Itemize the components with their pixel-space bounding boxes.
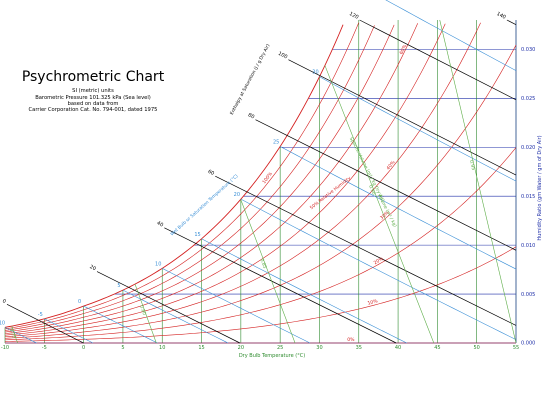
wet-bulb-label: 5	[117, 283, 120, 289]
enthalpy-label: 140	[495, 11, 506, 21]
wet-bulb-line	[44, 318, 94, 344]
y-tick-label: 0.020	[521, 145, 535, 151]
wet-bulb-label: -10	[0, 320, 5, 326]
y-tick-label: 0.030	[521, 47, 535, 53]
enthalpy-label: 80	[247, 112, 255, 120]
wet-bulb-label: 15	[194, 232, 200, 238]
wet-bulb-line	[162, 268, 311, 344]
enthalpy-label: 60	[207, 169, 215, 177]
rh-label: 40%	[385, 159, 397, 171]
wet-bulb-label: 20	[234, 192, 240, 198]
x-tick-label: 15	[198, 345, 204, 351]
y-tick-label: 0.015	[521, 194, 535, 200]
x-tick-label: 45	[434, 345, 440, 351]
x-tick-label: 5	[121, 345, 124, 351]
saturation-curve	[4, 24, 344, 328]
enthalpy-label: 100	[277, 51, 288, 61]
x-tick-label: 55	[513, 345, 519, 351]
enthalpy-line	[164, 227, 397, 344]
specific-volume-line	[134, 284, 157, 344]
specific-volume-label: 0.75	[8, 328, 17, 340]
chart-labels: 0.000 0.005 0.010 0.015 0.020 0.025 0.030 -10 -5…	[0, 11, 535, 351]
rh-label: 30%	[379, 210, 391, 222]
chart-title: Psychrometric Chart	[22, 69, 165, 85]
wet-bulb-line	[280, 146, 517, 270]
enthalpy-label: 20	[88, 264, 96, 272]
y-tick-label: 0.025	[521, 96, 535, 102]
rh-line	[4, 44, 517, 339]
enthalpy-line	[255, 119, 517, 251]
rh-line	[4, 25, 375, 331]
y-tick-label: 0.000	[521, 341, 535, 347]
y-tick-label: 0.010	[521, 243, 535, 249]
specific-volume-label: 0.85	[258, 258, 267, 270]
specific-volume-label: 0.95	[468, 159, 476, 170]
enthalpy-line	[96, 271, 241, 344]
x-tick-label: -10	[1, 345, 9, 351]
x-tick-label: 30	[316, 345, 322, 351]
rh-line	[4, 246, 517, 342]
rh-label: 0%	[347, 337, 355, 343]
y-tick-label: 0.005	[521, 292, 535, 298]
rh-axis-label: 50% Relative Humidity	[309, 175, 353, 211]
wet-bulb-line	[83, 305, 158, 344]
subtitle-line-2: Barometric Pressure 101.325 kPa (Sea lev…	[35, 95, 151, 101]
wet-bulb-line	[201, 238, 407, 344]
rh-label: 20%	[373, 256, 385, 266]
specific-volume-line	[439, 19, 517, 344]
subtitle-line-4: Carrier Corporation Cat. No. 794-001, da…	[29, 107, 158, 113]
wet-bulb-axis-label: Wet Bulb or Saturation Temperature (°C)	[169, 173, 239, 237]
subtitle-line-3: based on data from	[68, 101, 119, 107]
wet-bulb-label: 10	[155, 261, 161, 267]
rh-label: 10%	[367, 298, 379, 307]
x-tick-label: 25	[277, 345, 283, 351]
x-tick-label: 50	[474, 345, 480, 351]
rh-line	[4, 22, 360, 330]
enthalpy-label: 120	[348, 11, 359, 21]
wet-bulb-line	[319, 76, 517, 182]
rh-line	[4, 23, 446, 336]
rh-label: 60%	[399, 43, 409, 55]
x-tick-label: 40	[395, 345, 401, 351]
enthalpy-label: 40	[156, 220, 164, 228]
x-axis-label: Dry Bulb Temperature (°C)	[239, 353, 305, 359]
x-tick-label: 10	[159, 345, 165, 351]
wet-bulb-line	[122, 289, 229, 344]
wet-bulb-line	[4, 327, 37, 344]
subtitle-line-1: SI (metric) units	[72, 88, 114, 94]
wet-bulb-line	[240, 198, 517, 340]
enthalpy-line	[506, 19, 517, 25]
enthalpy-axis-label: Enthalpy at Saturation (J / g Dry Air)	[229, 43, 272, 116]
x-tick-label: 20	[238, 345, 244, 351]
wet-bulb-line	[385, 0, 517, 71]
rh-line	[4, 22, 481, 338]
specific-volume-label: 0.80	[138, 304, 147, 316]
wet-bulb-label: -5	[38, 312, 43, 318]
wet-bulb-label: 30	[312, 70, 318, 76]
specific-volume-line	[11, 326, 18, 344]
rh-line	[4, 147, 517, 341]
x-tick-label: -5	[42, 345, 47, 351]
enthalpy-line	[6, 304, 84, 344]
enthalpy-label: 0	[1, 298, 7, 305]
chart-lines	[4, 0, 517, 344]
rh-line	[4, 23, 419, 334]
enthalpy-line	[359, 19, 517, 101]
enthalpy-line	[288, 59, 517, 176]
specific-volume-line	[324, 65, 435, 344]
x-tick-label: 0	[82, 345, 85, 351]
rh-line	[4, 24, 395, 333]
enthalpy-line	[215, 175, 517, 326]
specific-volume-label: 0.90	[367, 184, 376, 196]
x-tick-label: 35	[356, 345, 362, 351]
specific-volume-line	[240, 199, 296, 344]
wet-bulb-label: 25	[273, 139, 279, 145]
wet-bulb-label: 0	[78, 299, 81, 305]
y-axis-label: Humidity Ratio (gm Water / gm of Dry Air…	[537, 135, 543, 240]
